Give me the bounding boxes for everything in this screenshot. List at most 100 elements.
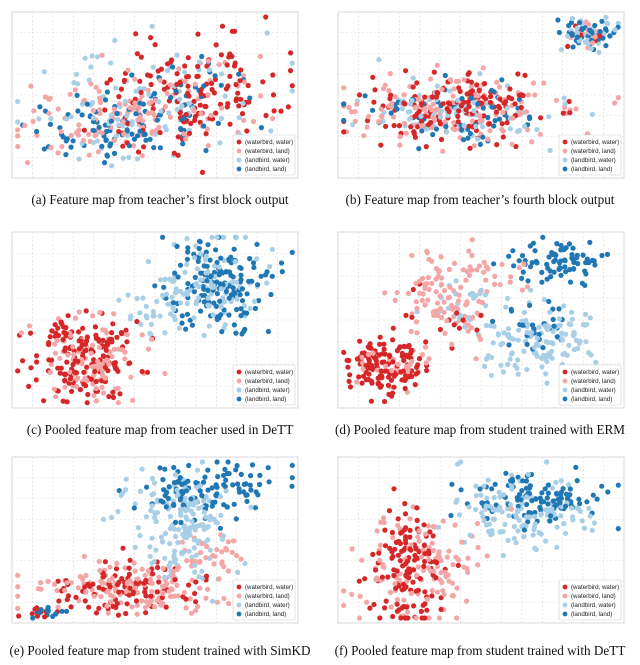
scatter-point <box>416 528 422 534</box>
scatter-point <box>263 112 269 119</box>
scatter-point <box>524 501 530 508</box>
scatter-point <box>497 96 503 102</box>
scatter-point <box>184 311 191 317</box>
scatter-point <box>248 487 254 493</box>
scatter-point <box>101 573 107 579</box>
scatter-point <box>180 141 186 147</box>
scatter-point <box>550 316 556 323</box>
scatter-point <box>160 590 166 597</box>
scatter-point <box>504 105 510 111</box>
legend-box <box>232 364 296 406</box>
scatter-point <box>239 298 246 304</box>
scatter-point <box>555 496 561 502</box>
scatter-point <box>121 77 128 83</box>
scatter-point <box>509 141 515 147</box>
scatter-plot-f: (waterbird, water)(waterbird, land)(land… <box>337 456 625 624</box>
scatter-point <box>210 312 216 318</box>
scatter-point <box>114 334 120 340</box>
scatter-point <box>205 143 211 149</box>
scatter-point <box>540 345 546 351</box>
scatter-point <box>131 505 137 511</box>
scatter-point <box>566 342 572 348</box>
scatter-point <box>390 554 396 560</box>
scatter-point <box>80 325 86 331</box>
scatter-point <box>385 574 391 580</box>
scatter-point <box>203 131 209 137</box>
scatter-point <box>514 507 520 513</box>
scatter-point <box>412 557 418 563</box>
scatter-point <box>554 241 560 247</box>
scatter-point <box>402 120 408 126</box>
scatter-point <box>271 108 277 114</box>
scatter-point <box>458 487 464 493</box>
scatter-point <box>207 513 213 519</box>
scatter-point <box>449 481 455 487</box>
scatter-point <box>198 270 204 276</box>
scatter-point <box>289 60 295 66</box>
scatter-point <box>378 142 384 148</box>
scatter-point <box>193 599 199 605</box>
scatter-point <box>368 345 374 351</box>
scatter-point <box>565 43 571 50</box>
scatter-point <box>581 525 588 531</box>
scatter-point <box>198 251 204 257</box>
scatter-point <box>231 538 237 544</box>
scatter-point <box>408 350 414 356</box>
scatter-point <box>478 312 484 318</box>
scatter-point <box>467 145 473 151</box>
scatter-point <box>100 516 107 522</box>
scatter-point <box>223 545 229 551</box>
scatter-point <box>186 100 193 106</box>
scatter-point <box>149 580 155 587</box>
scatter-point <box>127 585 133 591</box>
scatter-point <box>429 587 435 594</box>
scatter-point <box>191 537 197 543</box>
scatter-point <box>152 604 158 610</box>
scatter-point <box>230 274 236 280</box>
scatter-point <box>529 139 535 145</box>
scatter-point <box>529 260 535 266</box>
scatter-point <box>132 501 138 507</box>
scatter-point <box>569 15 575 22</box>
scatter-point <box>123 476 129 482</box>
scatter-point <box>61 324 67 330</box>
scatter-point <box>437 306 443 312</box>
scatter-point <box>398 615 404 621</box>
scatter-point <box>444 554 450 560</box>
scatter-point <box>476 263 482 269</box>
scatter-point <box>229 28 235 34</box>
scatter-point <box>463 598 470 604</box>
scatter-point <box>491 323 497 329</box>
scatter-point <box>238 306 244 312</box>
scatter-point <box>382 290 388 296</box>
scatter-point <box>197 488 203 494</box>
scatter-point <box>218 115 224 122</box>
scatter-point <box>363 377 369 383</box>
scatter-point <box>389 100 395 106</box>
scatter-point <box>544 380 550 386</box>
scatter-point <box>162 276 168 282</box>
scatter-point <box>372 355 379 361</box>
scatter-point <box>411 603 417 609</box>
scatter-point <box>263 272 269 278</box>
scatter-point <box>175 134 181 140</box>
legend-label: (waterbird, water) <box>571 584 619 591</box>
scatter-point <box>199 459 206 465</box>
scatter-point <box>588 46 594 52</box>
scatter-point <box>120 155 126 161</box>
scatter-point <box>567 279 574 285</box>
scatter-point <box>445 100 451 106</box>
scatter-point <box>487 503 493 509</box>
scatter-point <box>110 389 116 395</box>
scatter-point <box>107 584 113 590</box>
scatter-point <box>524 366 530 373</box>
scatter-point <box>15 99 21 105</box>
scatter-point <box>437 121 443 127</box>
scatter-point <box>226 470 232 477</box>
scatter-point <box>201 299 207 305</box>
scatter-point <box>177 288 183 294</box>
scatter-point <box>75 132 81 138</box>
scatter-point <box>561 95 567 101</box>
scatter-point <box>537 504 543 511</box>
scatter-point <box>482 292 488 298</box>
